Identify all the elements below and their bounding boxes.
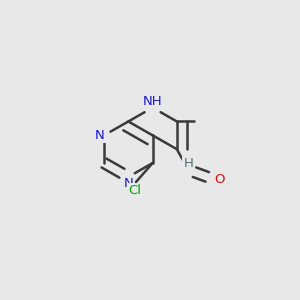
Text: O: O xyxy=(214,173,224,186)
Text: H: H xyxy=(184,157,193,170)
Text: N: N xyxy=(94,129,104,142)
Text: NH: NH xyxy=(143,94,162,108)
Text: N: N xyxy=(124,177,133,190)
Text: Cl: Cl xyxy=(128,184,141,197)
